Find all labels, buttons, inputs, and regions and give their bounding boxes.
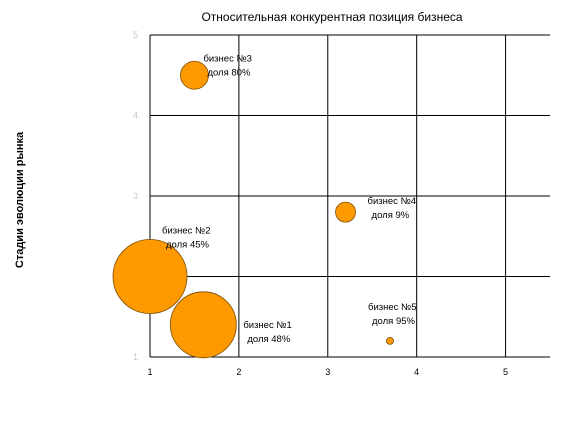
bubble-5 [386, 336, 394, 345]
x-tick-label: 3 [325, 367, 330, 377]
chart-title: Относительная конкурентная позиция бизне… [201, 10, 462, 24]
x-axis-ticks: 1 2 3 4 5 [147, 367, 508, 377]
bubble-share-5: доля 95% [372, 316, 416, 327]
bubble-name-3: бизнес №3 [203, 53, 252, 64]
bubble-4 [335, 201, 356, 223]
x-tick-label: 1 [147, 367, 152, 377]
y-tick-label: 5 [133, 30, 138, 40]
y-axis-label: Стадии эволюции рынка [14, 131, 26, 268]
bubble-name-5: бизнес №5 [368, 302, 417, 313]
gridlines [149, 34, 550, 358]
y-tick-label: 1 [133, 352, 138, 362]
bubble-share-3: доля 80% [207, 67, 251, 78]
bubble-labels: бизнес №1 доля 48% бизнес №2 доля 45% бизнес… [162, 53, 417, 345]
bubble-series [112, 60, 394, 359]
x-tick-label: 5 [503, 367, 508, 377]
bubble-1 [169, 291, 237, 359]
bubble-share-4: доля 9% [372, 210, 410, 221]
y-tick-label: 3 [133, 191, 138, 201]
y-tick-label: 4 [133, 111, 138, 121]
x-tick-label: 4 [414, 367, 419, 377]
bubble-3 [180, 60, 209, 90]
bubble-name-1: бизнес №1 [243, 320, 291, 331]
bubble-share-2: доля 45% [166, 240, 210, 251]
bubble-share-1: доля 48% [247, 334, 291, 345]
x-tick-label: 2 [236, 367, 241, 377]
bubble-2 [112, 239, 188, 314]
bubble-name-4: бизнес №4 [368, 196, 417, 207]
bubble-name-2: бизнес №2 [162, 226, 211, 237]
